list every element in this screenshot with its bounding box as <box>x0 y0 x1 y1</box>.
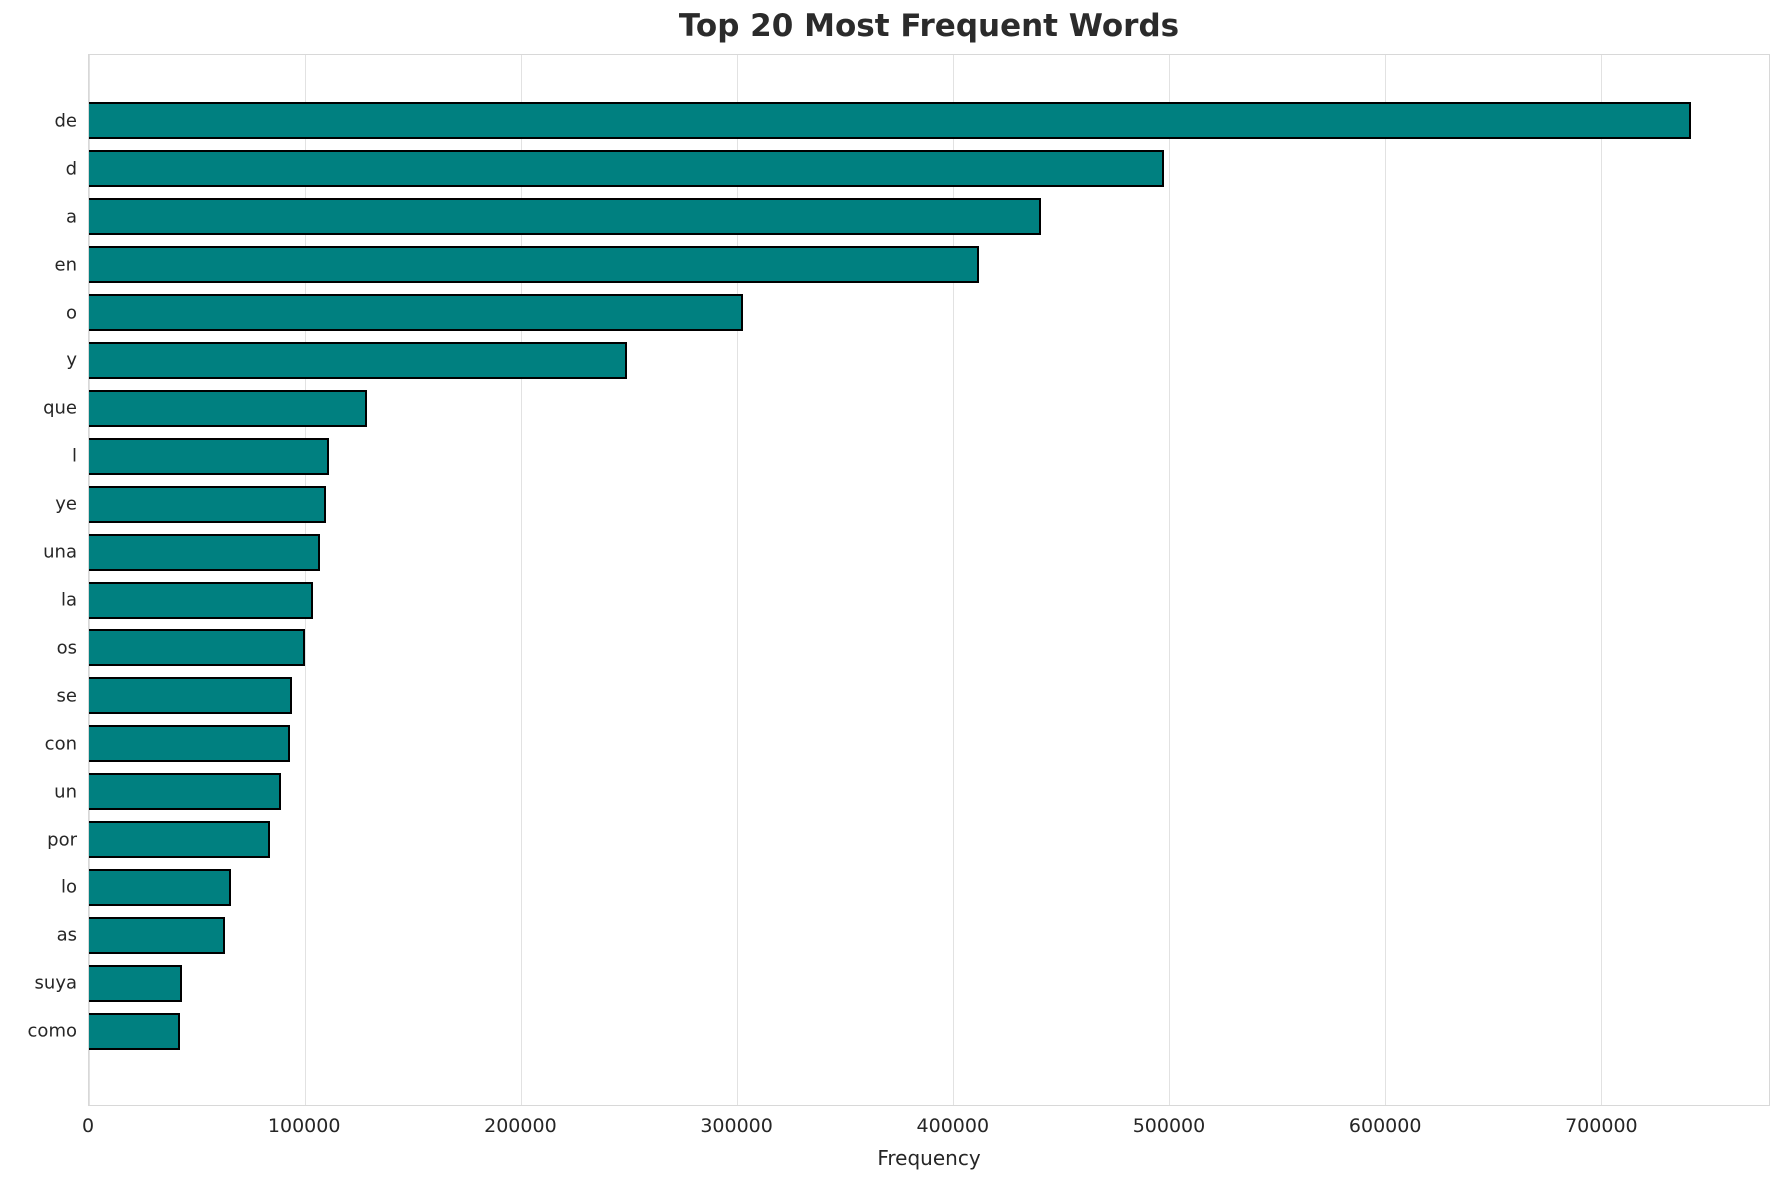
gridline <box>1384 55 1386 1105</box>
y-tick-label: de <box>54 110 78 132</box>
bar-row: y <box>66 337 1769 385</box>
bar <box>89 485 327 523</box>
bar-row: con <box>45 720 1769 768</box>
x-axis-label: Frequency <box>877 1146 981 1170</box>
bar <box>89 246 979 284</box>
bar <box>89 150 1165 188</box>
y-tick-label: o <box>65 302 77 324</box>
y-tick-label: un <box>54 781 77 803</box>
x-tick-label: 0 <box>81 1115 95 1137</box>
bar-row: una <box>43 528 1769 576</box>
y-tick-label: as <box>56 924 77 946</box>
y-tick-label: suya <box>34 972 77 994</box>
bar <box>89 437 329 475</box>
bar-row: lo <box>61 864 1769 912</box>
bar-row: a <box>66 193 1769 241</box>
bar-row: de <box>55 97 1769 145</box>
y-tick-label: ye <box>55 493 77 515</box>
bar <box>89 821 271 859</box>
x-tick-label: 100000 <box>267 1115 341 1137</box>
x-tick-label: 500000 <box>1132 1115 1206 1137</box>
bar <box>89 868 232 906</box>
y-tick-label: como <box>27 1020 77 1042</box>
bar <box>89 581 314 619</box>
bar-row: suya <box>35 959 1769 1007</box>
x-tick-label: 300000 <box>700 1115 773 1137</box>
gridline <box>952 55 954 1105</box>
y-tick-label: que <box>43 397 77 419</box>
bar <box>89 773 282 811</box>
bars-area: de d a en o y que l ye una la os se con un por lo as suya c… <box>28 97 1769 1055</box>
y-tick-label: lo <box>60 876 77 898</box>
y-tick-label: a <box>65 206 77 228</box>
bar <box>89 677 292 715</box>
bar <box>89 102 1692 140</box>
bar <box>89 629 305 667</box>
gridline <box>89 55 90 1105</box>
y-tick-label: una <box>43 541 77 563</box>
bar-row: ye <box>55 480 1769 528</box>
bar-row: se <box>57 672 1769 720</box>
x-tick-label: 400000 <box>916 1115 990 1137</box>
bar <box>89 389 368 427</box>
bar-row: por <box>47 816 1769 864</box>
y-tick-label: d <box>65 158 77 180</box>
y-tick-label: en <box>54 254 77 276</box>
gridline <box>304 55 306 1105</box>
bar <box>89 341 627 379</box>
y-tick-label: con <box>44 733 77 755</box>
x-tick-label: 700000 <box>1565 1115 1638 1137</box>
y-tick-label: os <box>56 637 77 659</box>
y-tick-label: por <box>47 829 77 851</box>
bar <box>89 916 225 954</box>
bar <box>89 725 290 763</box>
gridline <box>1600 55 1602 1105</box>
plot-area: de d a en o y que l ye una la os se con un por lo as suya c… <box>28 54 1770 1106</box>
chart-title: Top 20 Most Frequent Words <box>678 8 1180 44</box>
y-tick-label: l <box>71 445 77 467</box>
bar-row: o <box>66 289 1769 337</box>
y-tick-label: la <box>60 589 77 611</box>
bar-row: en <box>55 241 1769 289</box>
bar-row: os <box>57 624 1769 672</box>
x-tick-label: 200000 <box>484 1115 557 1137</box>
bar-row: d <box>66 145 1769 193</box>
bar-row: l <box>72 432 1769 480</box>
bar <box>89 294 744 332</box>
bar <box>89 1012 180 1050</box>
y-tick-label: y <box>66 349 77 371</box>
bar-row: como <box>28 1007 1769 1055</box>
bar <box>89 533 320 571</box>
bar-row: la <box>61 576 1769 624</box>
bar <box>89 964 182 1002</box>
bar-row: que <box>43 384 1769 432</box>
gridline <box>736 55 738 1105</box>
y-tick-label: se <box>56 685 77 707</box>
bar <box>89 198 1042 236</box>
bar-row: un <box>54 768 1769 816</box>
bar-row: as <box>57 911 1769 959</box>
x-tick-label: 600000 <box>1348 1115 1422 1137</box>
gridline <box>520 55 522 1105</box>
gridline <box>1168 55 1170 1105</box>
